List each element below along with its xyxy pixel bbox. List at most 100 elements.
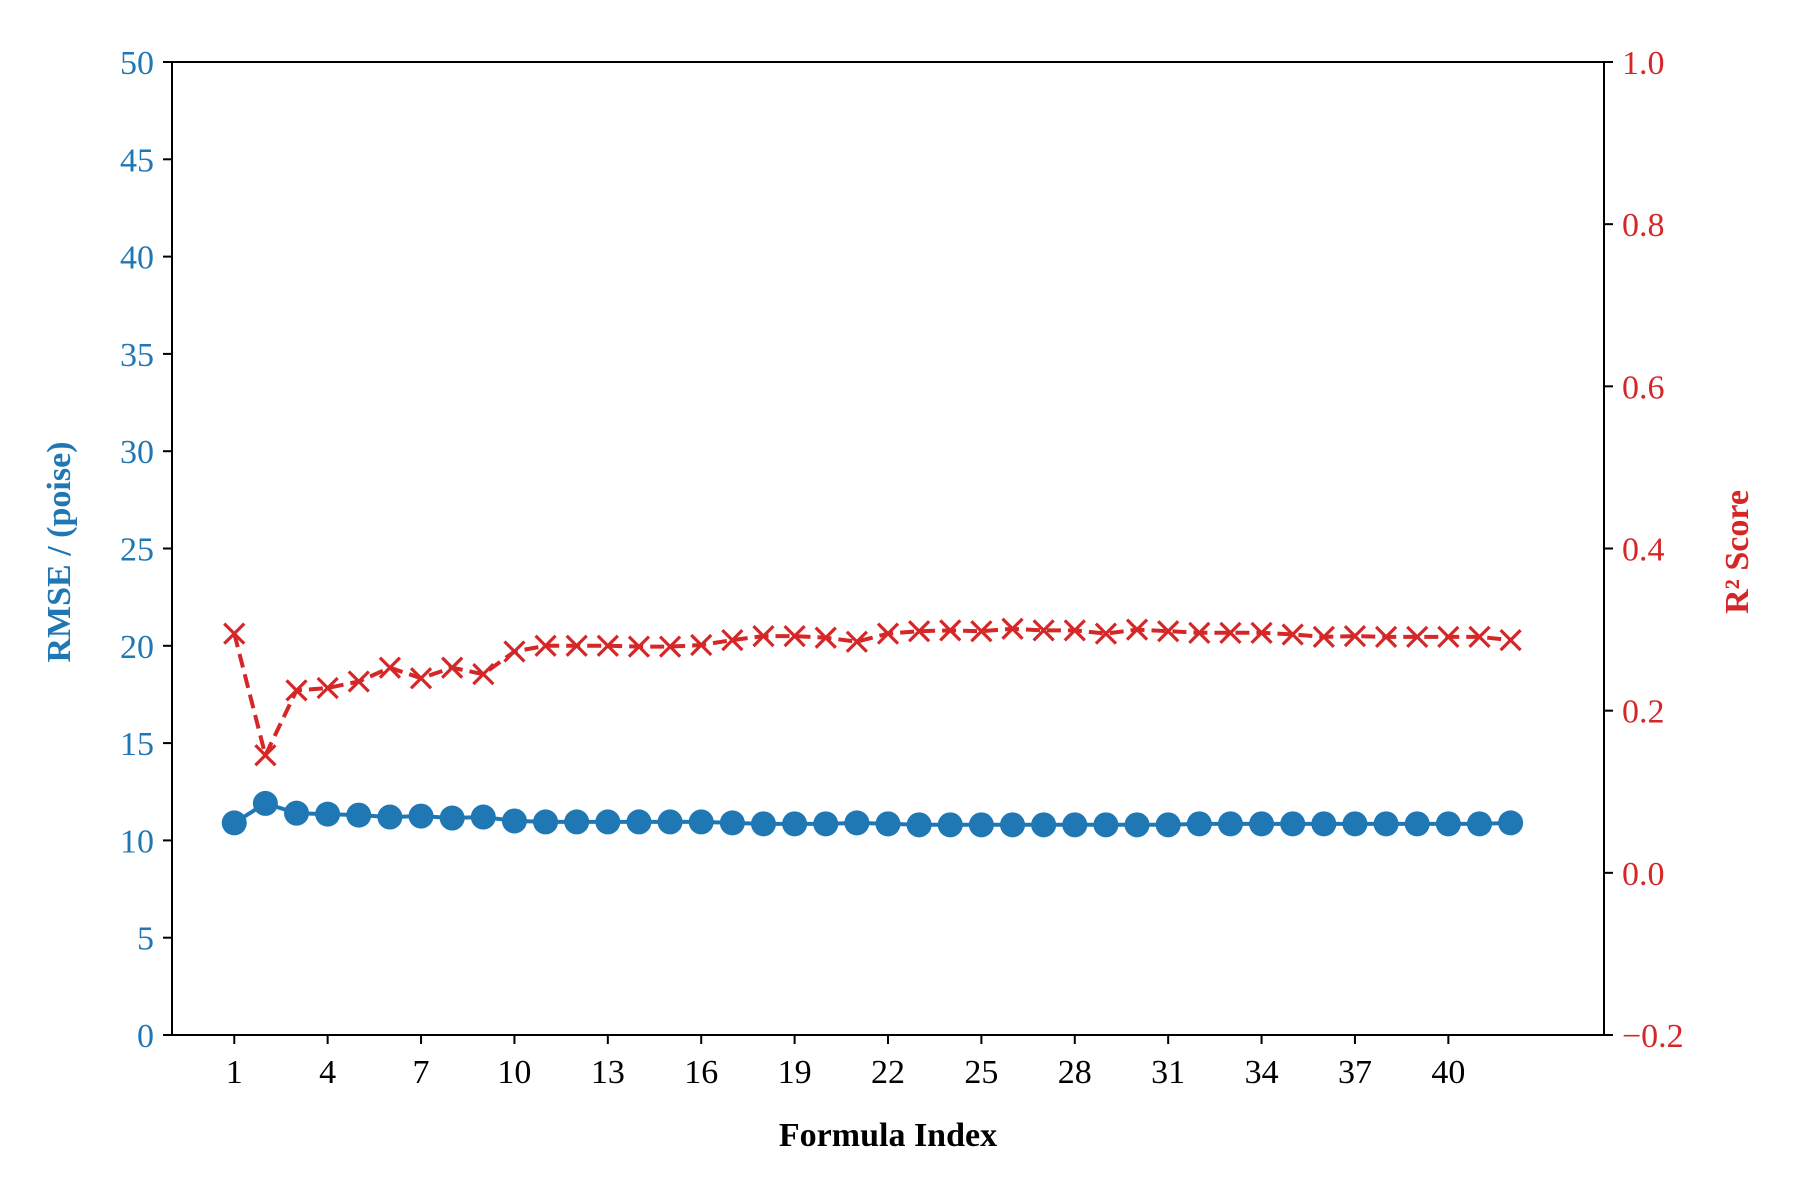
x-tick-label: 40 [1431, 1054, 1465, 1091]
r2-marker-stroke [721, 628, 744, 652]
r2-marker-stroke [254, 744, 277, 767]
r2-marker-stroke [1406, 625, 1429, 649]
r2-data-point [441, 656, 464, 679]
r2-marker-stroke [1281, 623, 1304, 646]
r2-data-point [1157, 620, 1180, 643]
r2-marker-stroke [690, 633, 713, 657]
rmse-data-point [1373, 811, 1399, 837]
r2-marker-stroke [409, 667, 433, 690]
r2-data-point [1281, 623, 1304, 646]
left-y-axis-title: RMSE / (poise) [41, 442, 78, 663]
x-tick-label: 19 [778, 1054, 812, 1091]
axis-ticks: 1 4 7 10 13 16 19 22 25 28 31 34 37 40 0 5 10 15 20 25 30 35 4… [120, 45, 1684, 1091]
r2-data-point [565, 634, 588, 657]
rmse-data-point [750, 811, 776, 837]
rmse-data-point [595, 809, 621, 835]
left-y-tick-label: 40 [120, 240, 154, 277]
r2-data-point [907, 620, 931, 643]
rmse-data-point [1342, 811, 1368, 837]
r2-data-point [409, 667, 433, 690]
left-y-tick-label: 25 [120, 532, 154, 569]
rmse-data-point [1155, 812, 1181, 838]
x-tick-label: 10 [497, 1054, 531, 1091]
r2-data-point [285, 679, 308, 702]
right-y-tick-label: 0.0 [1622, 856, 1665, 893]
rmse-data-point [626, 809, 652, 835]
r2-data-point [845, 630, 869, 653]
r2-data-point [1001, 617, 1024, 640]
r2-marker-stroke [472, 663, 495, 686]
x-tick-label: 1 [226, 1054, 243, 1091]
x-tick-label: 34 [1245, 1054, 1279, 1091]
x-axis-title: Formula Index [779, 1117, 997, 1154]
right-y-tick-label: 1.0 [1622, 45, 1665, 82]
r2-marker-stroke [1001, 617, 1024, 640]
r2-marker-stroke [596, 634, 619, 657]
r2-data-point [378, 656, 402, 679]
rmse-data-point [408, 803, 434, 829]
r2-marker-stroke [1250, 621, 1273, 644]
r2-marker-stroke [1063, 619, 1086, 642]
left-y-tick-label: 30 [120, 434, 154, 471]
x-tick-label: 4 [319, 1054, 336, 1091]
r2-data-point [1499, 628, 1522, 652]
r2-data-point [752, 624, 775, 648]
r2-marker-stroke [1437, 625, 1460, 649]
rmse-data-point [1466, 811, 1492, 837]
r2-series-line [232, 626, 1511, 758]
r2-marker-stroke [565, 634, 588, 657]
x-tick-label: 7 [413, 1054, 430, 1091]
rmse-data-point [1404, 811, 1430, 837]
r2-marker-stroke [783, 624, 806, 648]
r2-data-point [1312, 625, 1335, 649]
r2-marker-stroke [1343, 624, 1367, 648]
left-y-tick-label: 15 [120, 726, 154, 763]
left-y-tick-label: 20 [120, 629, 154, 666]
r2-data-point [970, 620, 993, 643]
r2-marker-stroke [1312, 625, 1335, 649]
rmse-data-point [1217, 811, 1243, 837]
rmse-data-point [346, 802, 372, 828]
x-tick-label: 13 [591, 1054, 625, 1091]
x-tick-label: 25 [964, 1054, 998, 1091]
left-y-tick-label: 35 [120, 337, 154, 374]
r2-data-point [1063, 619, 1086, 642]
r2-marker-stroke [1499, 628, 1522, 652]
r2-data-point [658, 635, 682, 658]
right-y-tick-label: 0.8 [1622, 207, 1665, 244]
r2-marker-stroke [939, 619, 962, 642]
r2-data-point [1188, 621, 1211, 644]
r2-marker-stroke [316, 676, 339, 700]
right-y-tick-label: −0.2 [1622, 1018, 1684, 1055]
x-tick-label: 31 [1151, 1054, 1185, 1091]
x-tick-label: 22 [871, 1054, 905, 1091]
r2-marker-stroke [907, 620, 931, 643]
r2-data-point [1250, 621, 1273, 644]
r2-data-point [814, 626, 837, 649]
rmse-data-point [439, 805, 465, 831]
r2-data-point [316, 676, 339, 700]
data-series [221, 617, 1524, 838]
r2-marker-stroke [347, 670, 370, 693]
r2-marker-stroke [752, 624, 775, 648]
r2-marker-stroke [441, 656, 464, 679]
r2-data-point [223, 622, 246, 645]
rmse-data-point [906, 812, 932, 838]
rmse-data-point [1435, 811, 1461, 837]
rmse-data-point [564, 809, 590, 835]
rmse-data-point [875, 811, 901, 837]
r2-marker-stroke [1157, 620, 1180, 643]
r2-data-point [939, 619, 962, 642]
r2-marker-stroke [503, 640, 526, 663]
rmse-data-point [1249, 811, 1275, 837]
rmse-data-point [937, 812, 963, 838]
rmse-data-point [688, 809, 714, 835]
r2-marker-stroke [223, 622, 246, 645]
rmse-data-point [968, 812, 994, 838]
r2-marker-stroke [970, 620, 993, 643]
right-y-tick-label: 0.4 [1622, 532, 1665, 569]
rmse-data-point [1093, 812, 1119, 838]
x-tick-label: 28 [1058, 1054, 1092, 1091]
axes-frame [171, 61, 1605, 1036]
r2-marker-stroke [1374, 625, 1398, 649]
